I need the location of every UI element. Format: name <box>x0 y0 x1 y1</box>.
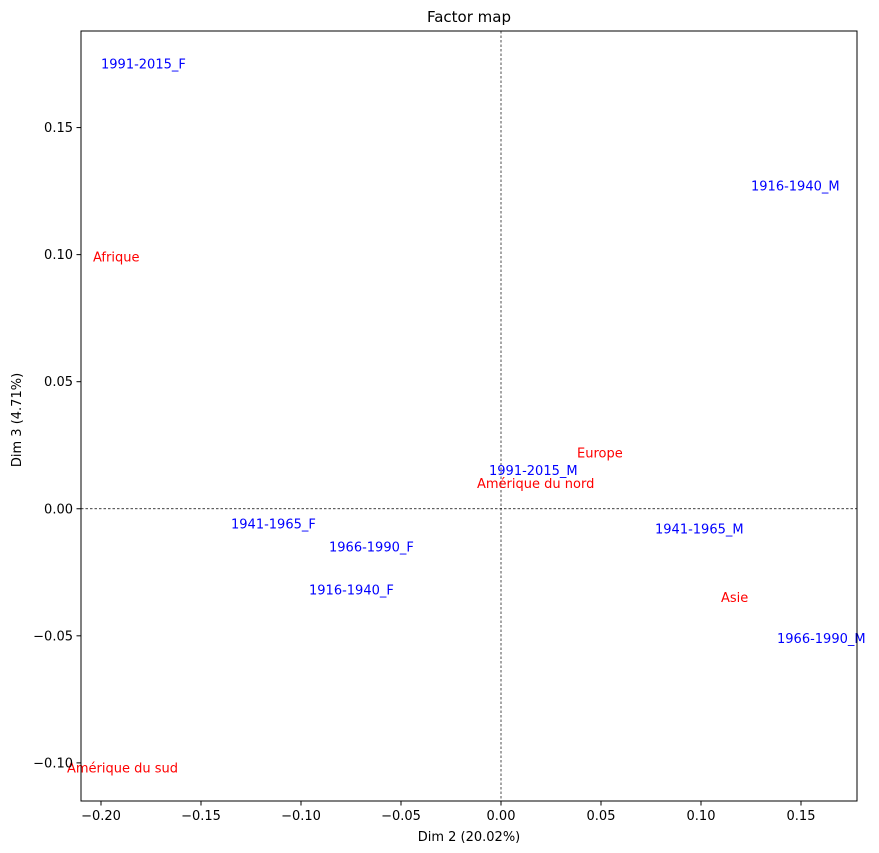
point-label: Amérique du sud <box>67 761 178 776</box>
y-tick-label: 0.15 <box>44 121 73 136</box>
point-label: Asie <box>721 591 748 606</box>
point-label: Amérique du nord <box>477 477 594 492</box>
point-label: 1991-2015_M <box>489 464 578 479</box>
x-tick-label: −0.15 <box>181 809 221 824</box>
x-axis-ticks: −0.20 −0.15 −0.10 −0.05 0.00 0.05 0.10 0.15 <box>81 801 815 824</box>
point-label: 1966-1990_F <box>329 540 414 555</box>
x-axis-label: Dim 2 (20.02%) <box>418 830 521 845</box>
x-tick-label: −0.20 <box>81 809 121 824</box>
chart-title: Factor map <box>427 8 511 26</box>
x-tick-label: 0.10 <box>687 809 716 824</box>
point-label: 1941-1965_F <box>231 518 316 533</box>
plot-area: 1991-2015_F 1916-1940_M 1991-2015_M 1941-19… <box>67 31 866 801</box>
point-label: 1941-1965_M <box>655 523 744 538</box>
y-tick-label: −0.10 <box>33 756 73 771</box>
x-tick-label: 0.05 <box>587 809 616 824</box>
point-label: Europe <box>577 446 623 461</box>
y-tick-label: 0.05 <box>44 375 73 390</box>
y-tick-label: 0.00 <box>44 502 73 517</box>
plot-frame <box>80 30 858 802</box>
x-tick-label: −0.05 <box>381 809 421 824</box>
point-label: Afrique <box>93 251 139 266</box>
point-label: 1966-1990_M <box>777 632 866 647</box>
point-label: 1916-1940_F <box>309 584 394 599</box>
x-tick-label: −0.10 <box>281 809 321 824</box>
point-label: 1991-2015_F <box>101 58 186 73</box>
y-axis-ticks: −0.10 −0.05 0.00 0.05 0.10 0.15 <box>33 121 81 771</box>
x-tick-label: 0.00 <box>487 809 516 824</box>
y-tick-label: 0.10 <box>44 248 73 263</box>
y-axis-label: Dim 3 (4.71%) <box>10 373 25 467</box>
x-tick-label: 0.15 <box>787 809 816 824</box>
y-tick-label: −0.05 <box>33 629 73 644</box>
point-label: 1916-1940_M <box>751 180 840 195</box>
